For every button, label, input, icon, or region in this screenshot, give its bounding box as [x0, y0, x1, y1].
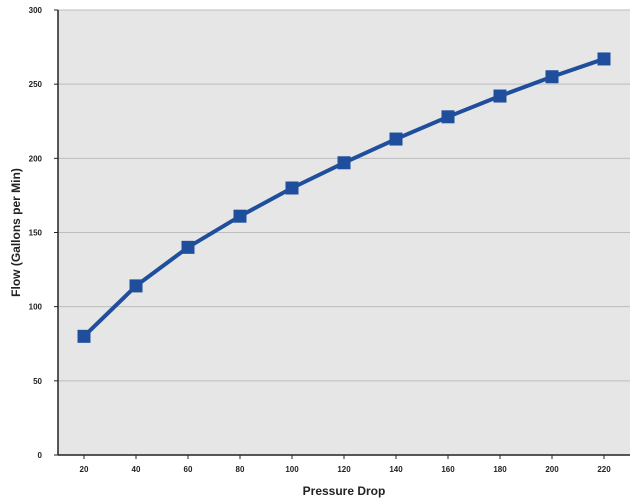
data-point-0-9	[545, 70, 559, 84]
y-axis-label: Flow (Gallons per Min)	[9, 168, 23, 297]
y-tick-label-4: 200	[29, 154, 43, 163]
x-tick-label-10: 220	[597, 465, 611, 474]
y-tick-label-5: 250	[29, 80, 43, 89]
data-point-0-8	[493, 89, 507, 103]
series-layer	[77, 52, 611, 343]
data-point-0-10	[597, 52, 611, 66]
data-point-0-0	[77, 329, 91, 343]
y-tick-label-6: 300	[29, 6, 43, 15]
x-tick-label-8: 180	[493, 465, 507, 474]
x-tick-label-4: 100	[285, 465, 299, 474]
data-point-0-1	[129, 279, 143, 293]
y-tick-label-0: 0	[38, 451, 43, 460]
y-tick-label-1: 50	[33, 377, 42, 386]
x-axis-label: Pressure Drop	[303, 484, 386, 498]
data-point-0-7	[441, 110, 455, 124]
data-point-0-5	[337, 156, 351, 170]
data-point-0-3	[233, 209, 247, 223]
x-tick-label-9: 200	[545, 465, 559, 474]
x-tick-label-3: 80	[236, 465, 245, 474]
x-tick-label-0: 20	[80, 465, 89, 474]
data-point-0-4	[285, 181, 299, 195]
x-tick-label-1: 40	[132, 465, 141, 474]
data-point-0-2	[181, 240, 195, 254]
axes	[54, 9, 630, 459]
x-tick-label-7: 160	[441, 465, 455, 474]
y-tick-label-2: 100	[29, 303, 43, 312]
data-point-0-6	[389, 132, 403, 146]
tick-labels: 0 50 100 150 200 250 300 20 40 60 80 100 120 140 160 18…	[29, 6, 612, 474]
x-tick-label-5: 120	[337, 465, 351, 474]
x-tick-label-2: 60	[184, 465, 193, 474]
y-tick-label-3: 150	[29, 229, 43, 238]
x-tick-label-6: 140	[389, 465, 403, 474]
